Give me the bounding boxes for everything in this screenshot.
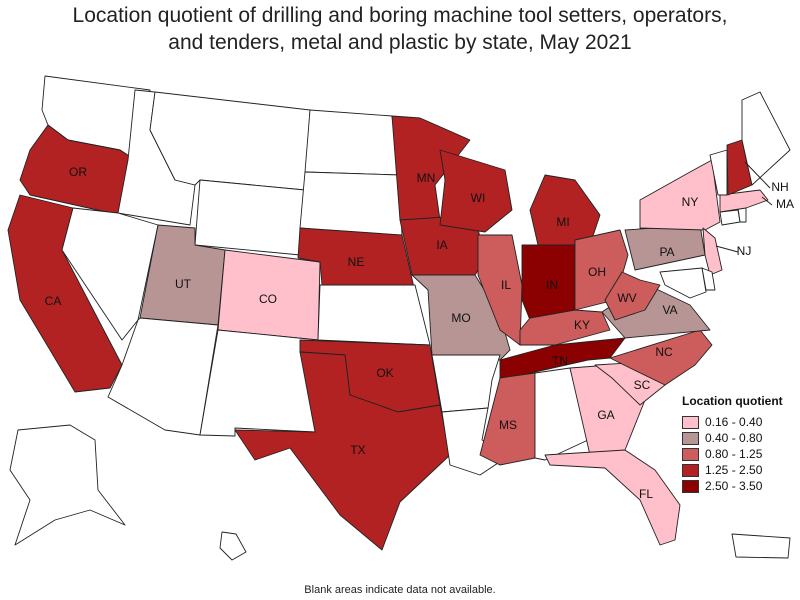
state-tx [234,351,451,551]
state-label-fl: FL [639,487,653,501]
legend-item: 1.25 - 2.50 [682,462,800,478]
legend-label: 2.50 - 3.50 [705,479,763,493]
state-label-ms: MS [499,418,517,432]
state-me [741,91,791,186]
state-label-co: CO [259,292,277,306]
legend-label: 1.25 - 2.50 [705,463,763,477]
state-vt [709,149,728,196]
state-label-va: VA [662,303,677,317]
state-md [659,267,707,299]
state-label-mo: MO [451,311,470,325]
state-ct [719,209,741,226]
state-ma [719,189,769,213]
legend-label: 0.16 - 0.40 [705,415,763,429]
callout-line [761,196,773,206]
state-ak [9,424,126,546]
map-title: Location quotient of drilling and boring… [0,2,800,56]
state-label-ma: MA [776,197,794,211]
state-nj [702,227,723,276]
legend-label: 0.80 - 1.25 [705,447,763,461]
state-fl [544,449,681,546]
legend-title: Location quotient [682,394,783,408]
state-label-ny: NY [682,195,699,209]
state-al [534,367,589,461]
legend-swatch [682,431,699,445]
state-label-or: OR [69,165,87,179]
state-label-ga: GA [597,408,614,422]
legend-item: 0.16 - 0.40 [682,414,800,430]
state-mi [529,174,601,246]
legend-item: 0.40 - 0.80 [682,430,800,446]
title-line-1: Location quotient of drilling and boring… [72,4,728,27]
legend-swatch [682,415,699,429]
callout-line [715,245,739,253]
title-line-2: and tenders, metal and plastic by state,… [168,31,632,54]
state-hi [219,531,247,561]
state-wi [439,149,513,233]
state-label-nj: NJ [737,244,752,258]
state-label-mn: MN [417,171,436,185]
state-ks [317,284,431,346]
callouts-layer [715,161,773,253]
callout-line [744,161,771,189]
state-label-ia: IA [436,238,447,252]
state-wy [194,179,306,256]
legend-swatch [682,479,699,493]
state-ms [479,372,536,466]
state-label-ok: OK [376,366,393,380]
state-label-wv: WV [617,291,636,305]
state-label-nh: NH [771,180,788,194]
state-ny [639,159,721,231]
state-label-in: IN [546,278,558,292]
state-label-nc: NC [655,345,673,359]
state-label-pa: PA [659,245,674,259]
state-pr [731,533,791,559]
state-az [107,317,219,436]
state-ar [431,354,501,413]
state-label-ne: NE [348,255,365,269]
state-nd [304,109,401,176]
labels-layer: OR CA UT CO NE OK TX MN IA MO WI IL MI IN OH KY TN MS GA FL… [45,165,794,501]
state-sd [299,171,403,239]
legend-swatch [682,463,699,477]
legend: Location quotient 0.16 - 0.40 0.40 - 0.8… [682,394,800,494]
footnote: Blank areas indicate data not available. [304,584,496,596]
state-label-sc: SC [634,378,651,392]
state-label-ca: CA [45,294,62,308]
state-mo [411,274,511,361]
legend-item: 0.80 - 1.25 [682,446,800,462]
state-label-wi: WI [471,191,486,205]
state-label-tx: TX [350,443,365,457]
state-wv [604,271,661,321]
state-label-il: IL [501,278,511,292]
state-mt [149,91,311,191]
state-label-oh: OH [588,265,606,279]
legend-item: 2.50 - 3.50 [682,478,800,494]
state-ky [519,309,611,346]
states-layer [7,75,791,561]
state-label-tn: TN [552,354,568,368]
state-label-ky: KY [574,318,590,332]
state-label-ut: UT [175,277,192,291]
legend-label: 0.40 - 0.80 [705,431,763,445]
state-label-mi: MI [556,215,569,229]
legend-swatch [682,447,699,461]
